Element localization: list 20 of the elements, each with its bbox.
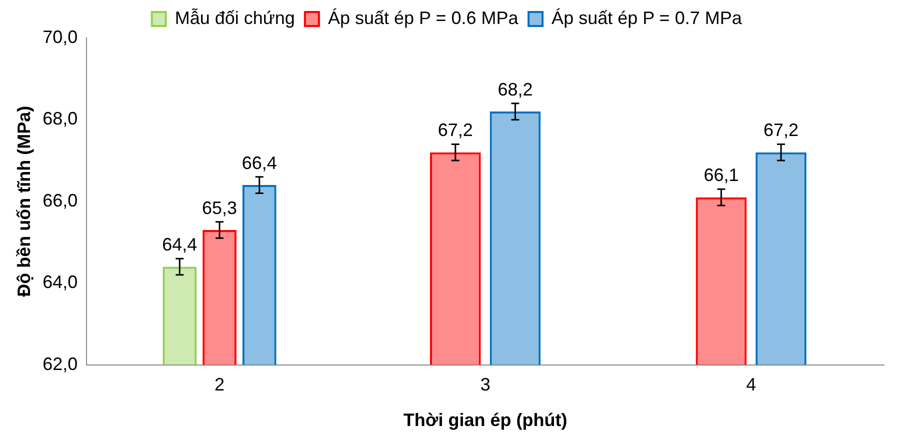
y-tick-label: 66,0: [42, 190, 78, 210]
data-label: 64,4: [162, 234, 198, 255]
data-label: 68,2: [498, 79, 533, 100]
legend-label: Áp suất ép P = 0.7 MPa: [552, 8, 743, 28]
y-tick-label: 64,0: [42, 272, 78, 292]
x-axis-title: Thời gian ép (phút): [403, 410, 568, 430]
y-tick-label: 62,0: [42, 354, 78, 374]
x-tick-label: 2: [214, 374, 225, 395]
x-tick-label: 4: [746, 374, 756, 395]
legend-label: Mẫu đối chứng: [174, 8, 295, 28]
y-axis-title: Độ bền uốn tĩnh (MPa): [14, 106, 34, 297]
y-tick-label: 70,0: [42, 26, 78, 47]
data-label: 67,2: [763, 120, 799, 140]
data-label: 66,1: [704, 165, 739, 186]
data-label: 65,3: [202, 198, 238, 218]
y-tick-label: 68,0: [42, 108, 78, 129]
data-label: 67,2: [438, 120, 473, 140]
data-label: 66,4: [242, 152, 277, 173]
legend-label: Áp suất ép P = 0.6 MPa: [328, 8, 520, 28]
x-tick-label: 3: [480, 374, 490, 395]
